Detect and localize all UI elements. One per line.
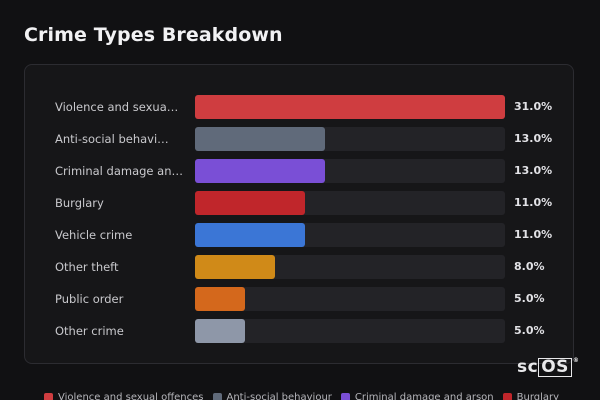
- bar: [195, 255, 275, 279]
- brand-boxed-letters: OS: [538, 358, 572, 377]
- category-label: Criminal damage an…: [55, 164, 183, 178]
- bar-track: [195, 159, 505, 183]
- bar: [195, 159, 325, 183]
- bar-track: [195, 255, 505, 279]
- chart-panel: Violence and sexua… 31.0% Anti-social beha…: [24, 64, 574, 364]
- bar-row: Burglary 11.0%: [25, 191, 573, 215]
- bar: [195, 223, 305, 247]
- bar-track: [195, 191, 505, 215]
- legend-item: Burglary: [502, 387, 560, 400]
- legend-item: Anti-social behaviour: [212, 387, 332, 400]
- value-label: 13.0%: [514, 164, 553, 177]
- bar-row: Vehicle crime 11.0%: [25, 223, 573, 247]
- value-label: 31.0%: [514, 100, 553, 113]
- legend-swatch: [502, 393, 512, 400]
- legend-label: Burglary: [516, 392, 560, 400]
- bar-track: [195, 319, 505, 343]
- category-label: Burglary: [55, 196, 104, 210]
- category-label: Public order: [55, 292, 124, 306]
- bar: [195, 287, 245, 311]
- brand-letters: sc: [517, 357, 539, 377]
- chart-legend: Violence and sexual offences Anti-social …: [44, 386, 600, 400]
- category-label: Anti-social behavi…: [55, 132, 169, 146]
- value-label: 11.0%: [514, 196, 553, 209]
- bar-row: Other crime 5.0%: [25, 319, 573, 343]
- legend-swatch: [44, 393, 53, 400]
- value-label: 8.0%: [514, 260, 545, 273]
- bar: [195, 95, 505, 119]
- category-label: Violence and sexua…: [55, 100, 179, 114]
- category-label: Other crime: [55, 324, 124, 338]
- legend-item: Criminal damage and arson: [340, 387, 494, 400]
- bar-track: [195, 95, 505, 119]
- legend-item: Violence and sexual offences: [44, 387, 204, 400]
- bar-row: Other theft 8.0%: [25, 255, 573, 279]
- chart-title: Crime Types Breakdown: [24, 24, 283, 46]
- bar: [195, 319, 245, 343]
- brand-logo: sc OS ®: [517, 357, 579, 377]
- bar-row: Anti-social behavi… 13.0%: [25, 127, 573, 151]
- bar-track: [195, 287, 505, 311]
- legend-label: Violence and sexual offences: [58, 392, 204, 400]
- bar-track: [195, 223, 505, 247]
- legend-label: Anti-social behaviour: [226, 392, 332, 400]
- bar-row: Public order 5.0%: [25, 287, 573, 311]
- bar-row: Violence and sexua… 31.0%: [25, 95, 573, 119]
- bar: [195, 127, 325, 151]
- value-label: 5.0%: [514, 292, 545, 305]
- legend-swatch: [340, 393, 350, 400]
- legend-swatch: [212, 393, 222, 400]
- category-label: Vehicle crime: [55, 228, 133, 242]
- bar-row: Criminal damage an… 13.0%: [25, 159, 573, 183]
- value-label: 13.0%: [514, 132, 553, 145]
- legend-label: Criminal damage and arson: [354, 392, 494, 400]
- bar: [195, 191, 305, 215]
- category-label: Other theft: [55, 260, 119, 274]
- bar-track: [195, 127, 505, 151]
- registered-mark: ®: [572, 357, 580, 364]
- value-label: 5.0%: [514, 324, 545, 337]
- value-label: 11.0%: [514, 228, 553, 241]
